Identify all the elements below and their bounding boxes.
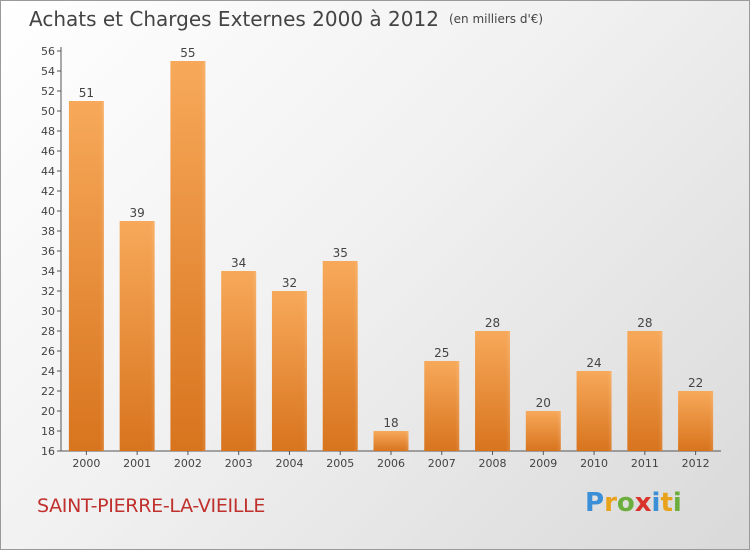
data-label: 25 [434,346,449,360]
y-tick-label: 26 [41,345,55,358]
x-tick-label: 2012 [682,457,710,470]
y-tick-label: 16 [41,445,55,458]
bar-highlight [252,271,257,451]
bar-highlight [455,361,460,451]
bar-highlight [404,431,409,451]
data-label: 28 [637,316,652,330]
data-label: 32 [282,276,297,290]
bar [221,271,257,451]
chart-title-text: Achats et Charges Externes 2000 à 2012 [29,7,439,31]
y-tick-label: 42 [41,185,55,198]
x-tick-label: 2001 [123,457,151,470]
y-tick-label: 28 [41,325,55,338]
bar [170,61,206,451]
proxiti-logo: Proxiti [585,488,682,518]
y-tick-label: 40 [41,205,55,218]
bar [475,331,511,451]
y-tick-label: 52 [41,85,55,98]
chart-title: Achats et Charges Externes 2000 à 2012 (e… [29,7,543,31]
x-tick-label: 2005 [326,457,354,470]
data-label: 35 [333,246,348,260]
y-tick-label: 56 [41,45,55,58]
bar [373,431,409,451]
bar [678,391,714,451]
bar-highlight [658,331,663,451]
bar-highlight [506,331,511,451]
bar-highlight [607,371,612,451]
y-tick-label: 22 [41,385,55,398]
bar-highlight [709,391,714,451]
bar-highlight [150,221,155,451]
x-tick-label: 2006 [377,457,405,470]
data-label: 34 [231,256,246,270]
bar [576,371,612,451]
data-label: 28 [485,316,500,330]
data-label: 39 [130,206,145,220]
x-tick-label: 2007 [428,457,456,470]
x-tick-label: 2010 [580,457,608,470]
x-tick-label: 2008 [479,457,507,470]
y-tick-label: 48 [41,125,55,138]
x-tick-label: 2009 [529,457,557,470]
bar-highlight [201,61,206,451]
bar-highlight [353,261,358,451]
y-tick-label: 32 [41,285,55,298]
bar [119,221,155,451]
bar-highlight [302,291,307,451]
city-name: SAINT-PIERRE-LA-VIEILLE [37,495,266,517]
y-tick-label: 20 [41,405,55,418]
data-label: 24 [586,356,601,370]
y-tick-label: 36 [41,245,55,258]
data-label: 18 [383,416,398,430]
bar [322,261,358,451]
axes: 16 18 20 22 24 26 28 30 32 34 36 38 40 42 44 46 48 50 52 54… [41,45,721,470]
bar [525,411,561,451]
x-tick-label: 2003 [225,457,253,470]
bar-highlight [99,101,104,451]
bar [68,101,104,451]
y-tick-label: 38 [41,225,55,238]
bar [424,361,460,451]
data-label: 51 [79,86,94,100]
y-tick-label: 46 [41,145,55,158]
chart-unit: (en milliers d'€) [448,12,544,26]
x-tick-label: 2000 [72,457,100,470]
x-tick-label: 2011 [631,457,659,470]
data-label: 22 [688,376,703,390]
data-label: 20 [536,396,551,410]
bar-highlight [556,411,561,451]
x-tick-label: 2004 [275,457,303,470]
y-tick-label: 30 [41,305,55,318]
data-label: 55 [180,46,195,60]
y-tick-label: 50 [41,105,55,118]
y-tick-label: 44 [41,165,55,178]
y-tick-label: 34 [41,265,55,278]
y-tick-label: 54 [41,65,55,78]
bars: 51 39 55 34 32 35 18 25 28 20 24 28 22 [68,46,714,451]
bar [271,291,307,451]
bar [627,331,663,451]
x-tick-label: 2002 [174,457,202,470]
y-tick-label: 24 [41,365,55,378]
y-tick-label: 18 [41,425,55,438]
